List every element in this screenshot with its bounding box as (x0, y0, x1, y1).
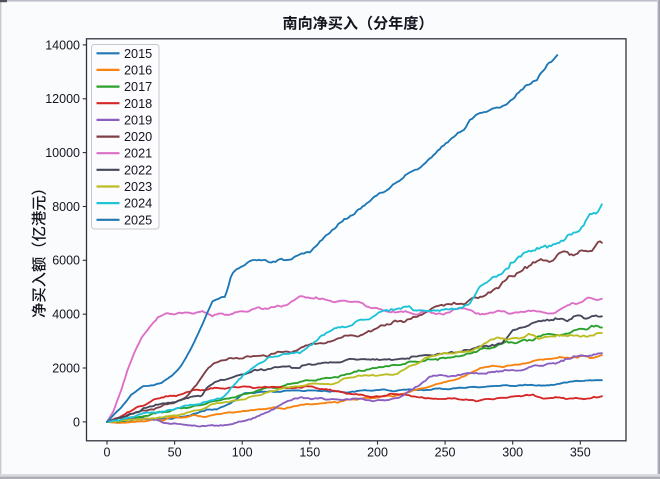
svg-text:2018: 2018 (124, 97, 152, 111)
svg-text:150: 150 (299, 446, 320, 460)
svg-text:100: 100 (232, 446, 253, 460)
svg-text:50: 50 (168, 446, 182, 460)
svg-text:350: 350 (570, 446, 591, 460)
svg-text:2022: 2022 (124, 163, 152, 177)
svg-text:2025: 2025 (124, 213, 152, 227)
svg-text:12000: 12000 (45, 92, 80, 106)
svg-text:250: 250 (435, 446, 456, 460)
svg-text:2024: 2024 (124, 197, 152, 211)
svg-text:2016: 2016 (124, 63, 152, 77)
svg-text:300: 300 (502, 446, 523, 460)
svg-text:8000: 8000 (52, 200, 80, 214)
svg-text:14000: 14000 (45, 38, 80, 52)
svg-text:2021: 2021 (124, 147, 152, 161)
svg-text:6000: 6000 (52, 254, 80, 268)
svg-text:2000: 2000 (52, 361, 80, 375)
svg-text:2020: 2020 (124, 130, 152, 144)
svg-text:2023: 2023 (124, 180, 152, 194)
svg-text:0: 0 (104, 446, 111, 460)
svg-text:2015: 2015 (124, 47, 152, 61)
svg-text:200: 200 (367, 446, 388, 460)
svg-text:2019: 2019 (124, 113, 152, 127)
svg-text:2017: 2017 (124, 80, 152, 94)
svg-text:10000: 10000 (45, 146, 80, 160)
svg-text:0: 0 (73, 415, 80, 429)
svg-text:4000: 4000 (52, 308, 80, 322)
